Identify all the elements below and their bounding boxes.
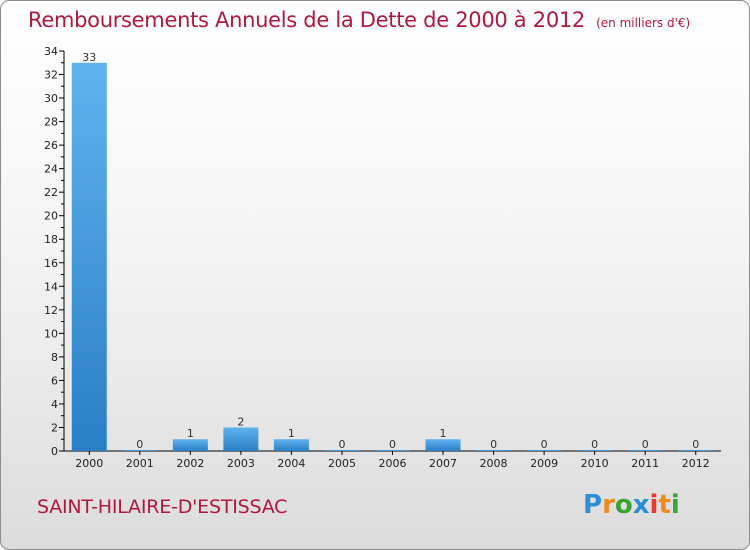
value-label-2005: 0 [338, 438, 345, 451]
y-tick-label: 34 [44, 45, 58, 58]
x-tick-label-2005: 2005 [328, 457, 356, 470]
value-label-2012: 0 [692, 438, 699, 451]
x-tick-label-2002: 2002 [176, 457, 204, 470]
x-tick-label-2011: 2011 [631, 457, 659, 470]
bar-2008 [476, 450, 512, 451]
y-tick-label: 14 [44, 280, 58, 293]
x-tick-label-2000: 2000 [75, 457, 103, 470]
y-tick-label: 12 [44, 304, 58, 317]
y-tick-label: 0 [51, 445, 58, 458]
y-tick-label: 10 [44, 327, 58, 340]
value-label-2004: 1 [288, 427, 295, 440]
bar-2006 [375, 450, 410, 451]
bar-2003 [223, 427, 259, 451]
value-label-2009: 0 [541, 438, 548, 451]
x-tick-label-2001: 2001 [126, 457, 154, 470]
value-label-2003: 2 [237, 415, 244, 428]
y-tick-label: 2 [51, 421, 58, 434]
proxiti-logo: Proxiti [583, 490, 680, 520]
y-tick-label: 18 [44, 233, 58, 246]
y-tick-label: 32 [44, 69, 58, 82]
x-tick-label-2006: 2006 [379, 457, 407, 470]
bar-2005 [324, 450, 360, 451]
y-tick-label: 20 [44, 210, 58, 223]
chart-title: Remboursements Annuels de la Dette de 20… [28, 8, 585, 32]
bar-2002 [172, 439, 208, 451]
bar-2007 [425, 439, 461, 451]
y-tick-label: 4 [51, 398, 58, 411]
value-label-2007: 1 [440, 427, 447, 440]
y-tick-label: 30 [44, 92, 58, 105]
value-label-2002: 1 [187, 427, 194, 440]
x-tick-label-2012: 2012 [682, 457, 710, 470]
bar-2009 [526, 450, 562, 451]
x-tick-label-2010: 2010 [581, 457, 609, 470]
bars: 33 0 1 2 1 0 0 1 0 0 0 0 0 [71, 51, 714, 451]
bar-2011 [627, 450, 663, 451]
chart-title-row: Remboursements Annuels de la Dette de 20… [28, 8, 690, 32]
value-label-2008: 0 [490, 438, 497, 451]
x-tick-label-2003: 2003 [227, 457, 255, 470]
value-label-2000: 33 [82, 51, 96, 64]
y-tick-label: 26 [44, 139, 58, 152]
y-tick-label: 16 [44, 257, 58, 270]
value-label-2001: 0 [136, 438, 143, 451]
y-tick-label: 6 [51, 374, 58, 387]
y-tick-label: 8 [51, 351, 58, 364]
y-tick-label: 22 [44, 186, 58, 199]
x-tick-label-2009: 2009 [530, 457, 558, 470]
x-tick-label-2007: 2007 [429, 457, 457, 470]
chart-subtitle: (en milliers d'€) [596, 16, 691, 30]
x-tick-label-2008: 2008 [480, 457, 508, 470]
bar-2010 [577, 450, 613, 451]
bar-2004 [273, 439, 309, 451]
commune-name: SAINT-HILAIRE-D'ESTISSAC [37, 496, 288, 518]
value-label-2011: 0 [642, 438, 649, 451]
x-axis: 2000 2001 2002 2003 2004 2005 2006 2007 2008 2009… [64, 450, 721, 470]
bar-2012 [678, 450, 714, 451]
y-tick-label: 28 [44, 116, 58, 129]
bar-2000 [71, 62, 107, 451]
x-tick-label-2004: 2004 [277, 457, 305, 470]
bar-2001 [122, 450, 158, 451]
value-label-2010: 0 [591, 438, 598, 451]
value-label-2006: 0 [389, 438, 396, 451]
y-tick-label: 24 [44, 163, 58, 176]
